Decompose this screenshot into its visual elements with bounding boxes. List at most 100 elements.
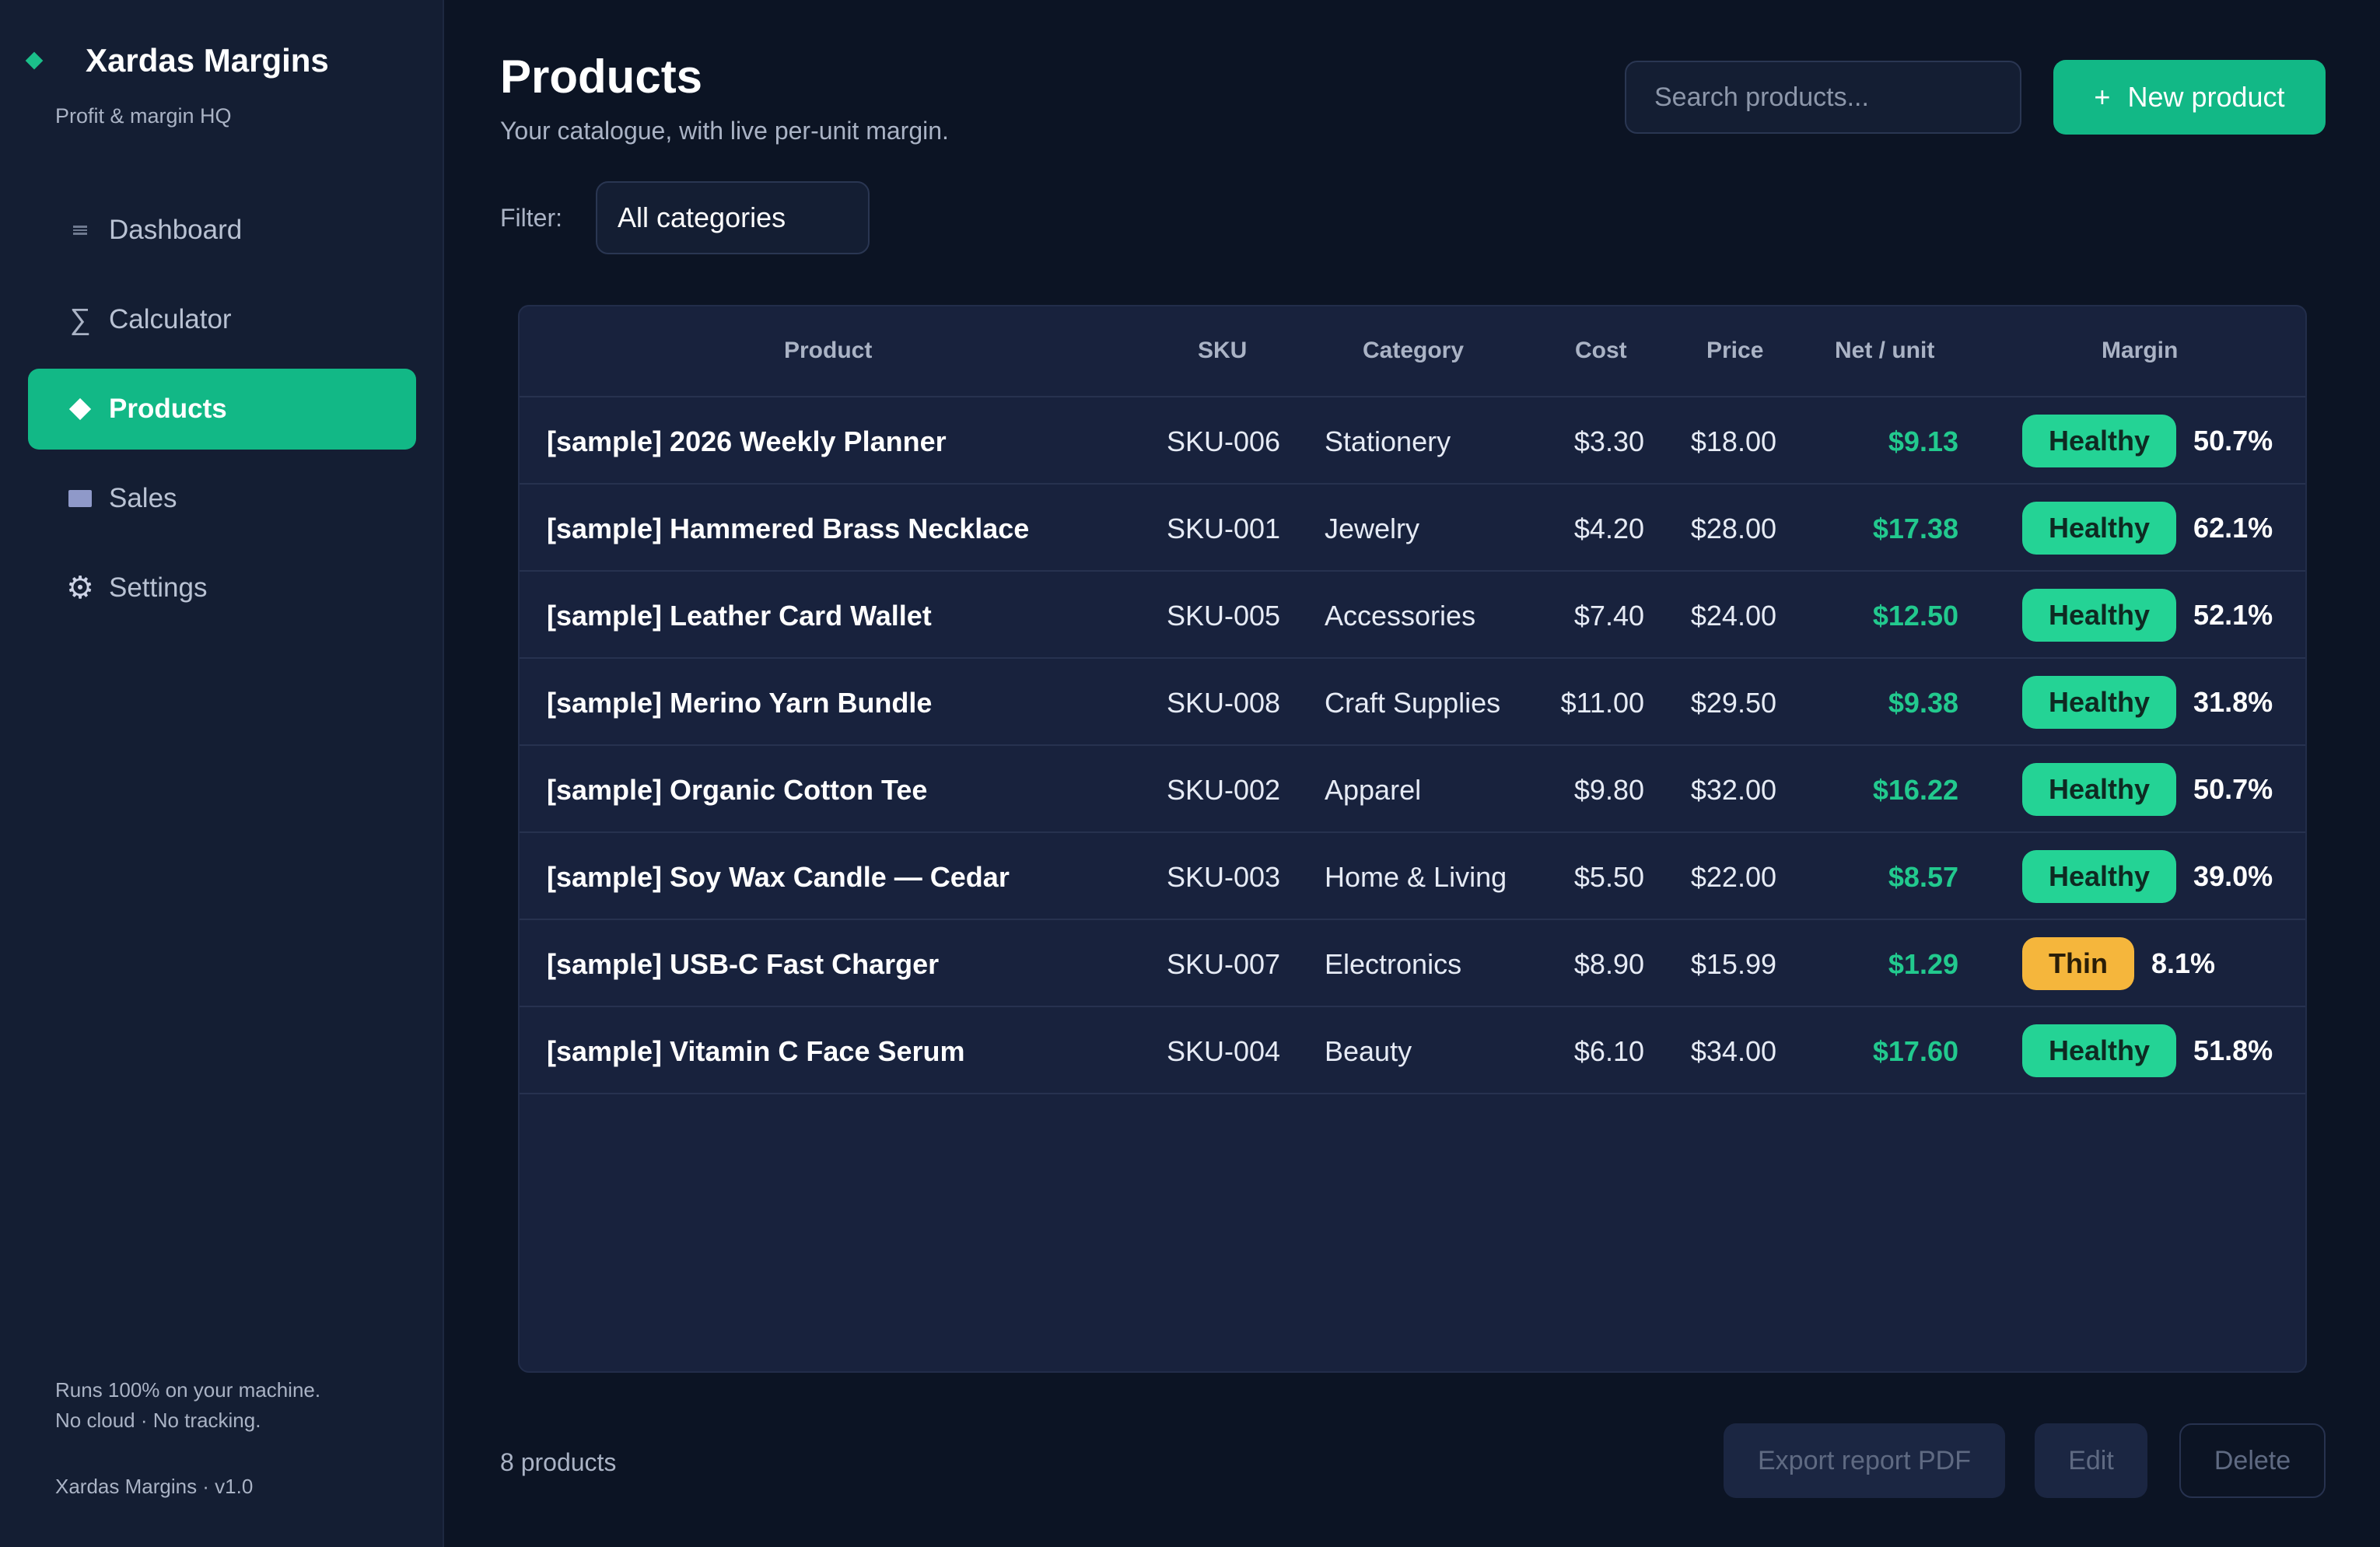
product-name: [sample] Merino Yarn Bundle bbox=[547, 687, 933, 719]
product-cost: $6.10 bbox=[1573, 1035, 1644, 1067]
margin-cell: Healthy 50.7% bbox=[2022, 415, 2273, 467]
category-filter-select[interactable]: All categories bbox=[596, 181, 870, 254]
product-category: Home & Living bbox=[1325, 861, 1507, 893]
app-name: Xardas Margins bbox=[86, 42, 329, 79]
product-net-unit: $17.38 bbox=[1872, 513, 1958, 544]
margin-cell: Healthy 51.8% bbox=[2022, 1024, 2273, 1077]
plus-icon: + bbox=[2094, 81, 2111, 113]
margin-percent: 50.7% bbox=[2193, 425, 2273, 457]
status-badge: Healthy bbox=[2022, 502, 2177, 555]
sidebar-item-sales[interactable]: Sales bbox=[28, 458, 416, 539]
margin-cell: Healthy 39.0% bbox=[2022, 850, 2273, 903]
table-row[interactable]: [sample] Soy Wax Candle — Cedar SKU-003 … bbox=[520, 833, 2305, 920]
app-tagline: Profit & margin HQ bbox=[55, 104, 232, 128]
table-row[interactable]: [sample] 2026 Weekly Planner SKU-006 Sta… bbox=[520, 397, 2305, 485]
column-header-net-unit[interactable]: Net / unit bbox=[1835, 338, 1935, 363]
status-badge: Healthy bbox=[2022, 676, 2177, 729]
search-input[interactable] bbox=[1625, 61, 2021, 134]
sidebar-item-settings[interactable]: ⚙ Settings bbox=[28, 548, 416, 628]
product-cost: $11.00 bbox=[1560, 687, 1644, 719]
product-price: $15.99 bbox=[1690, 948, 1776, 980]
product-net-unit: $17.60 bbox=[1872, 1035, 1958, 1067]
product-category: Jewelry bbox=[1325, 513, 1420, 544]
margin-percent: 8.1% bbox=[2151, 947, 2216, 979]
margin-cell: Healthy 50.7% bbox=[2022, 763, 2273, 816]
product-name: [sample] Soy Wax Candle — Cedar bbox=[547, 861, 1010, 893]
table-row[interactable]: [sample] Merino Yarn Bundle SKU-008 Craf… bbox=[520, 659, 2305, 746]
dashboard-icon bbox=[68, 226, 92, 235]
products-table: Product SKU Category Cost Price Net / un… bbox=[518, 305, 2307, 1373]
page-title: Products bbox=[500, 51, 703, 103]
sidebar-item-dashboard[interactable]: Dashboard bbox=[28, 190, 416, 271]
edit-button[interactable]: Edit bbox=[2035, 1423, 2147, 1498]
margin-percent: 31.8% bbox=[2193, 686, 2273, 718]
app-version: Xardas Margins · v1.0 bbox=[55, 1475, 254, 1498]
product-price: $29.50 bbox=[1690, 687, 1776, 719]
product-price: $34.00 bbox=[1690, 1035, 1776, 1067]
product-price: $32.00 bbox=[1690, 774, 1776, 806]
product-category: Accessories bbox=[1325, 600, 1476, 632]
new-product-label: New product bbox=[2127, 81, 2285, 113]
privacy-line-2: No cloud · No tracking. bbox=[55, 1409, 261, 1432]
product-cost: $3.30 bbox=[1573, 425, 1644, 457]
table-row[interactable]: [sample] Organic Cotton Tee SKU-002 Appa… bbox=[520, 746, 2305, 833]
main-content: Products Your catalogue, with live per-u… bbox=[446, 0, 2380, 1547]
product-sku: SKU-006 bbox=[1167, 425, 1281, 457]
category-filter-value: All categories bbox=[618, 201, 786, 233]
product-price: $24.00 bbox=[1690, 600, 1776, 632]
table-row[interactable]: [sample] Leather Card Wallet SKU-005 Acc… bbox=[520, 572, 2305, 659]
sidebar-item-label: Sales bbox=[109, 483, 177, 513]
table-row[interactable]: [sample] Hammered Brass Necklace SKU-001… bbox=[520, 485, 2305, 572]
product-sku: SKU-003 bbox=[1167, 861, 1281, 893]
sigma-icon: ∑ bbox=[69, 303, 91, 336]
status-badge: Healthy bbox=[2022, 763, 2177, 816]
new-product-button[interactable]: + New product bbox=[2053, 60, 2326, 135]
delete-button[interactable]: Delete bbox=[2179, 1423, 2326, 1498]
table-row[interactable]: [sample] Vitamin C Face Serum SKU-004 Be… bbox=[520, 1007, 2305, 1094]
column-header-sku[interactable]: SKU bbox=[1198, 338, 1248, 363]
status-badge: Thin bbox=[2022, 937, 2134, 990]
margin-cell: Healthy 62.1% bbox=[2022, 502, 2273, 555]
column-header-price[interactable]: Price bbox=[1706, 338, 1764, 363]
margin-percent: 39.0% bbox=[2193, 860, 2273, 892]
column-header-cost[interactable]: Cost bbox=[1575, 338, 1627, 363]
table-row[interactable]: [sample] USB-C Fast Charger SKU-007 Elec… bbox=[520, 920, 2305, 1007]
product-net-unit: $1.29 bbox=[1888, 948, 1958, 980]
product-price: $28.00 bbox=[1690, 513, 1776, 544]
column-header-product[interactable]: Product bbox=[784, 338, 873, 363]
product-sku: SKU-007 bbox=[1167, 948, 1281, 980]
margin-percent: 52.1% bbox=[2193, 599, 2273, 631]
privacy-line-1: Runs 100% on your machine. bbox=[55, 1378, 321, 1402]
sidebar-item-products[interactable]: Products bbox=[28, 369, 416, 450]
sidebar-item-label: Calculator bbox=[109, 304, 232, 334]
page-subtitle: Your catalogue, with live per-unit margi… bbox=[500, 117, 949, 145]
product-cost: $8.90 bbox=[1573, 948, 1644, 980]
status-badge: Healthy bbox=[2022, 1024, 2177, 1077]
product-category: Craft Supplies bbox=[1325, 687, 1501, 719]
sidebar-item-label: Dashboard bbox=[109, 215, 243, 245]
margin-cell: Healthy 52.1% bbox=[2022, 589, 2273, 642]
product-sku: SKU-008 bbox=[1167, 687, 1281, 719]
product-net-unit: $9.13 bbox=[1888, 425, 1958, 457]
product-name: [sample] USB-C Fast Charger bbox=[547, 948, 940, 980]
product-category: Electronics bbox=[1325, 948, 1462, 980]
margin-percent: 50.7% bbox=[2193, 773, 2273, 805]
column-header-category[interactable]: Category bbox=[1363, 338, 1465, 363]
table-header: Product SKU Category Cost Price Net / un… bbox=[520, 306, 2305, 397]
product-net-unit: $8.57 bbox=[1888, 861, 1958, 893]
product-name: [sample] Vitamin C Face Serum bbox=[547, 1035, 965, 1067]
status-badge: Healthy bbox=[2022, 415, 2177, 467]
sidebar-nav: Dashboard ∑ Calculator Products Sales ⚙ … bbox=[28, 190, 416, 637]
product-price: $18.00 bbox=[1690, 425, 1776, 457]
product-cost: $5.50 bbox=[1573, 861, 1644, 893]
margin-percent: 62.1% bbox=[2193, 512, 2273, 544]
status-badge: Healthy bbox=[2022, 589, 2177, 642]
sidebar-item-calculator[interactable]: ∑ Calculator bbox=[28, 279, 416, 360]
product-sku: SKU-005 bbox=[1167, 600, 1281, 632]
column-header-margin[interactable]: Margin bbox=[2102, 338, 2179, 363]
product-net-unit: $16.22 bbox=[1872, 774, 1958, 806]
export-report-pdf-button[interactable]: Export report PDF bbox=[1724, 1423, 2005, 1498]
privacy-note: Runs 100% on your machine. No cloud · No… bbox=[55, 1375, 320, 1436]
product-net-unit: $12.50 bbox=[1872, 600, 1958, 632]
